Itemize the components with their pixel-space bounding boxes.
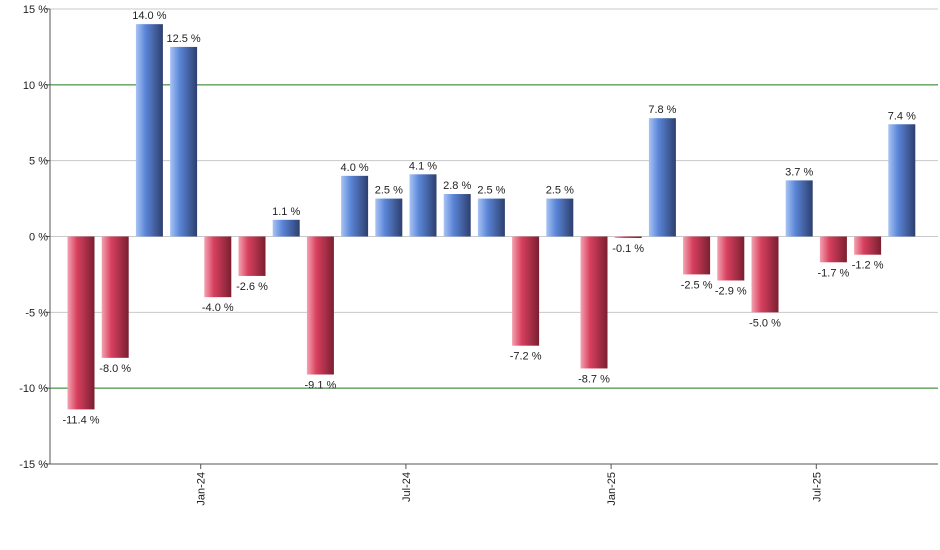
bar-negative [238, 236, 266, 276]
data-label: -0.1 % [612, 243, 644, 255]
bar-negative [819, 236, 847, 263]
bar-positive [443, 194, 471, 237]
x-tick-label: Jan-24 [196, 472, 208, 506]
bar-positive [477, 198, 505, 237]
bar-negative [683, 236, 711, 275]
x-tick-label: Jul-24 [401, 472, 413, 502]
data-label: 2.5 % [546, 185, 574, 197]
data-label: 4.1 % [409, 160, 437, 172]
data-label: -11.4 % [62, 414, 99, 426]
bar-positive [135, 24, 163, 237]
data-label: -4.0 % [202, 302, 234, 314]
data-label: 2.5 % [375, 185, 403, 197]
bar-negative [854, 236, 882, 255]
data-label: 12.5 % [166, 33, 200, 45]
x-tick-label: Jul-25 [811, 472, 823, 502]
data-labels-layer: -11.4 % -8.0 % 14.0 %12.5 % -4.0 %-2.6 % 1.1… [62, 10, 916, 426]
bar-positive [546, 198, 574, 237]
data-label: -8.0 % [99, 363, 131, 375]
bar-negative [717, 236, 745, 281]
axis-layer: 15 % 10 % 5 % 0 % -5 % -10 % -15 % Jan-24 Jul-24… [19, 4, 938, 506]
data-label: -1.7 % [818, 267, 850, 279]
bar-negative [751, 236, 779, 313]
y-tick-label: 15 % [23, 4, 48, 16]
bar-positive [170, 46, 198, 237]
y-tick-label: -10 % [19, 383, 48, 395]
data-label: -5.0 % [749, 317, 781, 329]
data-label: -1.2 % [852, 260, 884, 272]
x-tick-label: Jan-25 [606, 472, 618, 506]
bar-negative [204, 236, 232, 298]
bar-positive [375, 198, 403, 237]
y-tick-label: -15 % [19, 459, 48, 471]
data-label: 3.7 % [785, 166, 813, 178]
bar-negative [306, 236, 334, 375]
data-label: 7.4 % [888, 110, 916, 122]
data-label: -2.6 % [236, 281, 268, 293]
y-tick-label: -5 % [25, 307, 48, 319]
y-tick-label: 10 % [23, 80, 48, 92]
data-label: 2.5 % [477, 185, 505, 197]
data-label: 1.1 % [272, 206, 300, 218]
data-label: 2.8 % [443, 180, 471, 192]
bar-negative [512, 236, 540, 346]
bar-positive [341, 175, 369, 237]
y-tick-label: 0 % [29, 232, 48, 244]
bar-negative [614, 236, 642, 239]
data-label: -7.2 % [510, 351, 542, 363]
bar-positive [648, 118, 676, 237]
bar-positive [272, 219, 300, 237]
bar-positive [785, 180, 813, 237]
data-label: -2.9 % [715, 285, 747, 297]
data-label: -9.1 % [305, 380, 337, 392]
data-label: -8.7 % [578, 373, 610, 385]
bar-negative [67, 236, 95, 410]
bars-layer [67, 24, 916, 410]
y-tick-label: 5 % [29, 156, 48, 168]
data-label: 14.0 % [132, 10, 166, 22]
bar-negative [580, 236, 608, 369]
data-label: 7.8 % [648, 104, 676, 116]
bar-positive [409, 174, 437, 237]
bar-positive [888, 124, 916, 237]
data-label: 4.0 % [341, 162, 369, 174]
data-label: -2.5 % [681, 279, 713, 291]
bar-negative [101, 236, 129, 358]
